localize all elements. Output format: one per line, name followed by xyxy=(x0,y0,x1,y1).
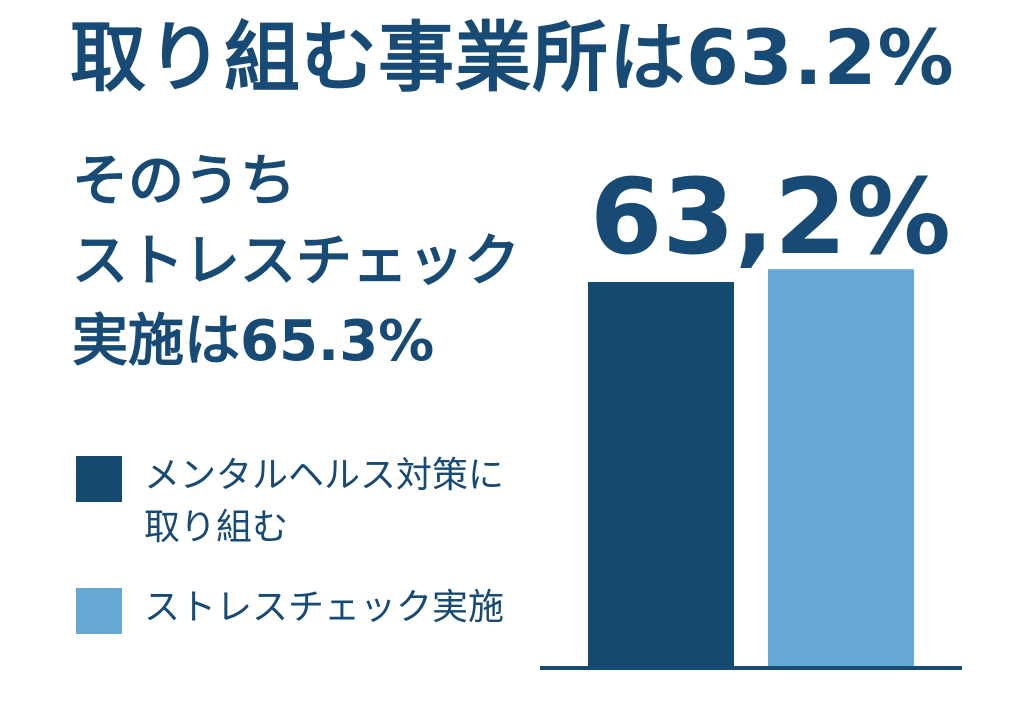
subtext-line-3: 実施は65.3% xyxy=(72,309,435,374)
subtext-line-1: そのうち xyxy=(72,149,296,214)
subtext-line-2: ストレスチェック xyxy=(72,229,520,294)
subtext: そのうち ストレスチェック 実施は65.3% xyxy=(72,142,520,382)
bar-stress-check xyxy=(768,269,914,666)
legend-swatch-stress-check xyxy=(76,588,122,634)
legend-label-line: ストレスチェック実施 xyxy=(144,587,505,628)
legend-swatch-mental-health xyxy=(76,456,122,502)
headline: 取り組む事業所は63.2% xyxy=(70,13,955,102)
legend: メンタルヘルス対策に 取り組む ストレスチェック実施 xyxy=(76,450,504,662)
legend-label-mental-health: メンタルヘルス対策に 取り組む xyxy=(144,450,504,554)
bars-group xyxy=(588,269,914,666)
legend-label-line: 取り組む xyxy=(144,507,289,548)
legend-item-mental-health: メンタルヘルス対策に 取り組む xyxy=(76,450,504,554)
bar-mental-health xyxy=(588,282,734,666)
big-value-label: 63,2% xyxy=(590,156,951,278)
legend-label-stress-check: ストレスチェック実施 xyxy=(144,582,504,634)
legend-label-line: メンタルヘルス対策に xyxy=(144,455,505,496)
legend-item-stress-check: ストレスチェック実施 xyxy=(76,582,504,634)
